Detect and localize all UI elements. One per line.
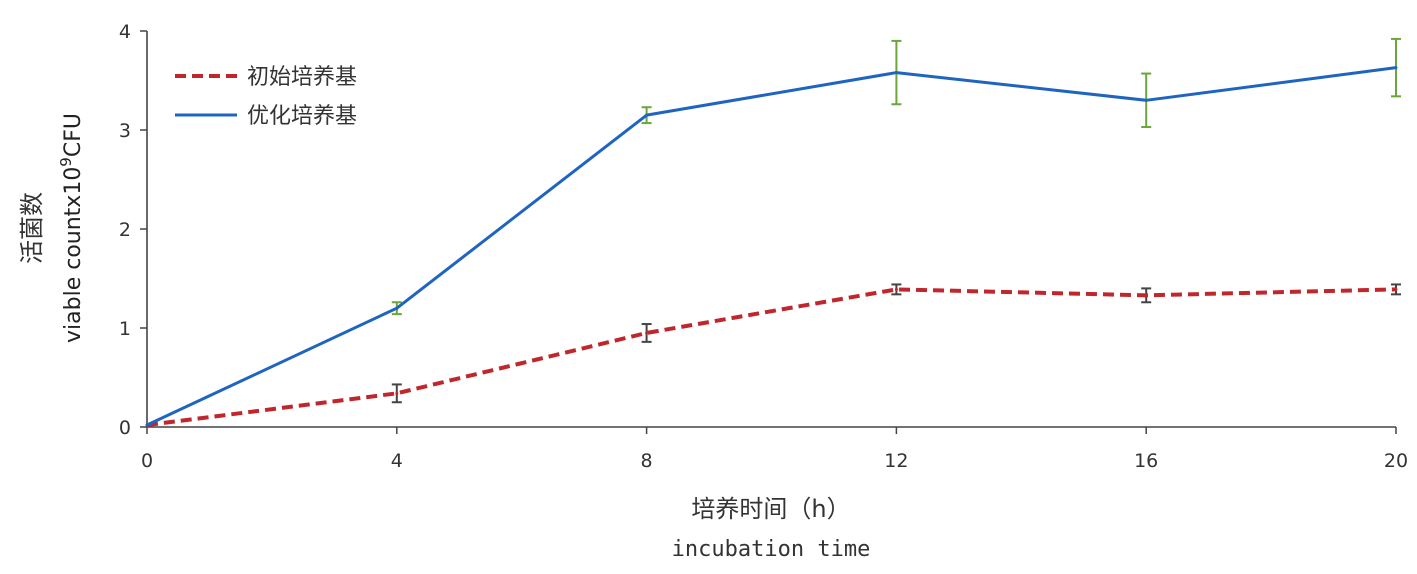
y-axis-title-english: viable countx109CFU bbox=[57, 113, 86, 343]
series-optimized-medium bbox=[145, 37, 1401, 427]
x-tick-label: 16 bbox=[1134, 450, 1158, 472]
x-tick-label: 0 bbox=[141, 450, 153, 472]
data-point bbox=[395, 391, 399, 395]
series-line bbox=[146, 287, 1397, 428]
data-point bbox=[1394, 287, 1398, 291]
data-point bbox=[395, 306, 399, 310]
data-point bbox=[645, 113, 649, 117]
y-axis-title-suffix: CFU bbox=[61, 113, 86, 157]
y-axis-title-prefix: viable countx10 bbox=[61, 167, 86, 343]
y-axis-title-chinese: 活菌数 bbox=[18, 192, 46, 264]
data-point bbox=[894, 71, 898, 75]
data-point bbox=[1394, 66, 1398, 70]
series-line bbox=[146, 66, 1397, 427]
y-tick-label: 3 bbox=[119, 120, 131, 142]
data-point bbox=[1144, 293, 1148, 297]
x-tick-label: 8 bbox=[641, 450, 653, 472]
series-layer bbox=[145, 37, 1401, 428]
x-axis-title-chinese: 培养时间（h） bbox=[691, 495, 850, 523]
legend-label: 优化培养基 bbox=[247, 104, 357, 129]
legend-item: 初始培养基 bbox=[175, 65, 357, 90]
y-tick-label: 4 bbox=[119, 21, 131, 43]
y-axis-title-exponent: 9 bbox=[57, 157, 75, 167]
legend-item: 优化培养基 bbox=[175, 104, 357, 129]
data-point bbox=[1144, 98, 1148, 102]
y-tick-label: 0 bbox=[119, 417, 131, 439]
data-point bbox=[894, 287, 898, 291]
x-tick-label: 4 bbox=[391, 450, 403, 472]
data-point bbox=[145, 423, 149, 427]
y-tick-label: 2 bbox=[119, 219, 131, 241]
legend-label: 初始培养基 bbox=[247, 65, 357, 90]
data-point bbox=[645, 331, 649, 335]
x-axis-title-english: incubation time bbox=[672, 537, 871, 562]
series-initial-medium bbox=[145, 283, 1401, 428]
x-tick-label: 12 bbox=[884, 450, 908, 472]
y-tick-label: 1 bbox=[119, 318, 131, 340]
x-tick-label: 20 bbox=[1384, 450, 1408, 472]
